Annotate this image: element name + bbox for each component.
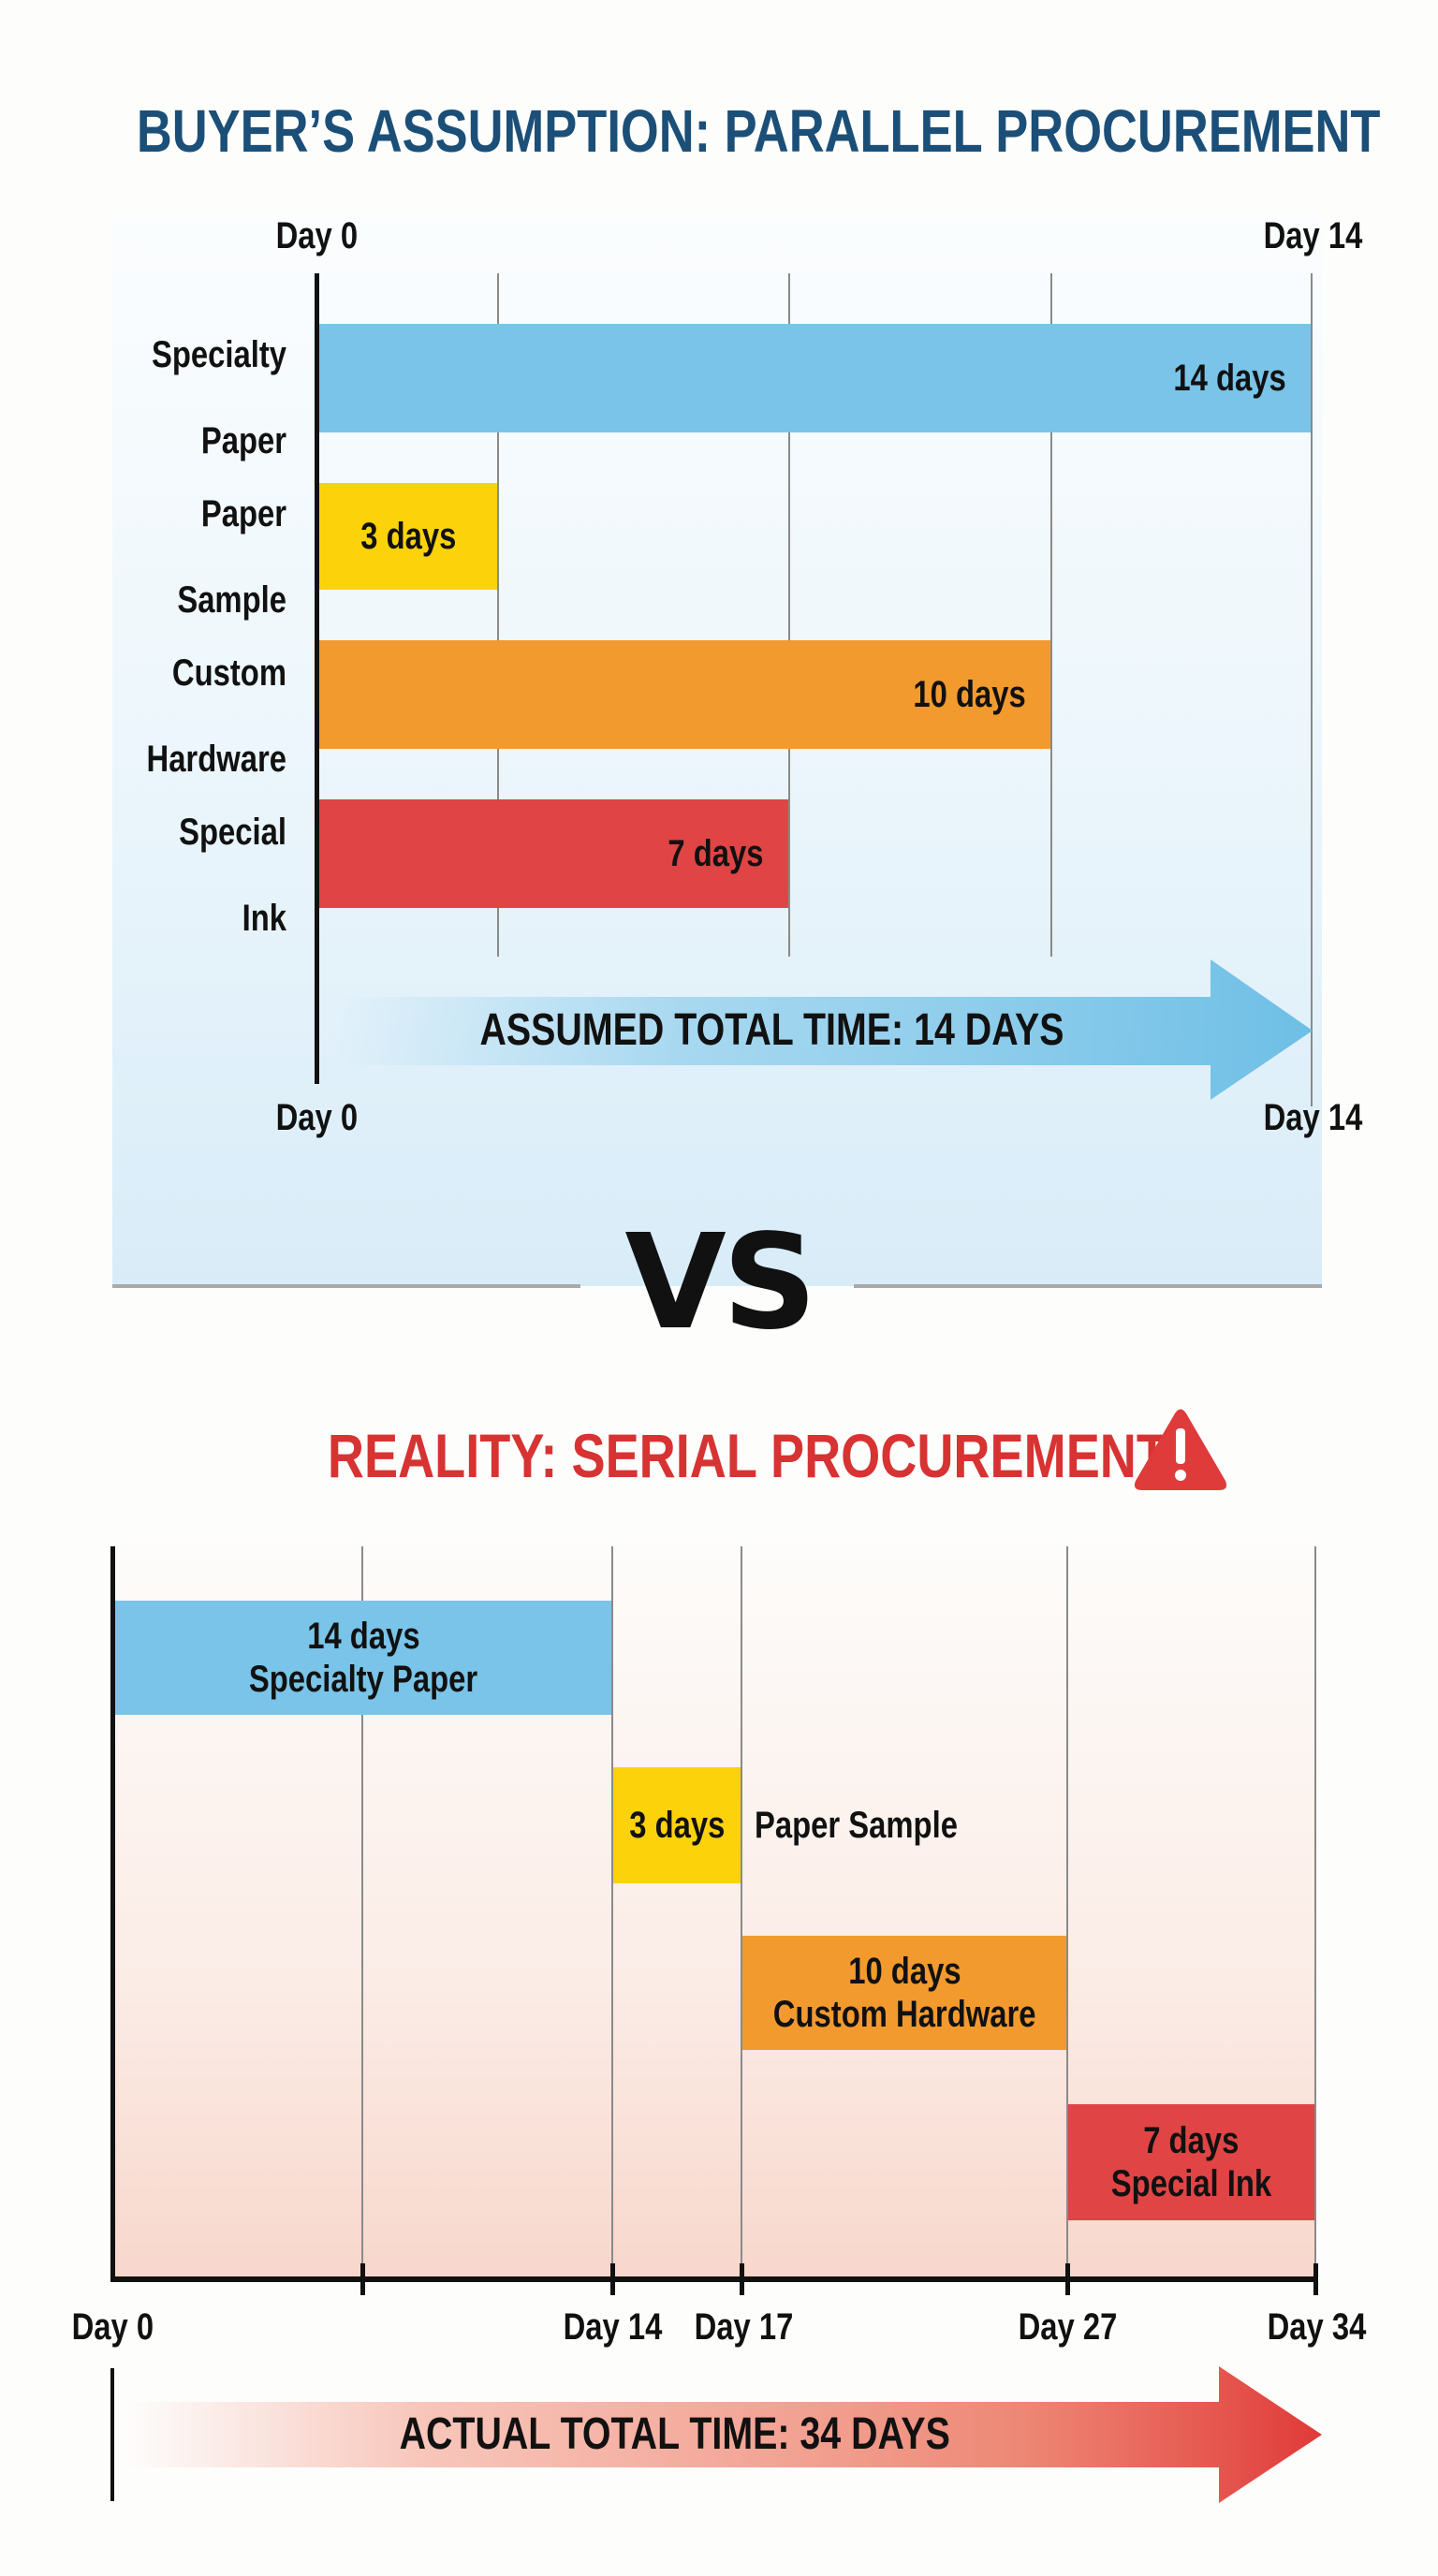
row-label-line: Paper bbox=[200, 493, 286, 534]
actual-total-start-marker bbox=[110, 2368, 114, 2501]
bar-paper-sample-serial: 3 days bbox=[613, 1767, 741, 1883]
axis-label-text: Day 14 bbox=[1263, 1097, 1362, 1138]
assumption-title-text: BUYER’S ASSUMPTION: PARALLEL PROCUREMENT bbox=[136, 97, 1381, 165]
bar-value: 3 days bbox=[360, 516, 457, 557]
gridline-day-14 bbox=[1311, 273, 1313, 1106]
gridline-day-17 bbox=[741, 1546, 742, 2276]
axis-label-day-27: Day 27 bbox=[983, 2305, 1152, 2349]
axis-label-day-34: Day 34 bbox=[1232, 2305, 1401, 2349]
bar-name: Paper Sample bbox=[755, 1805, 958, 1846]
bar-paper-sample: 3 days bbox=[319, 483, 497, 590]
axis-label-text: Day 0 bbox=[275, 1097, 358, 1138]
row-label-specialty-paper: Specialty Paper bbox=[62, 333, 286, 462]
bar-special-ink: 7 days bbox=[319, 799, 788, 908]
axis-label-text: Day 0 bbox=[71, 2306, 154, 2348]
row-label-line: Custom bbox=[171, 652, 286, 694]
bar-value: 14 days bbox=[1173, 358, 1286, 399]
divider-left bbox=[112, 1284, 580, 1288]
gridline-day-7 bbox=[788, 273, 790, 957]
axis-label-text: Day 14 bbox=[1263, 215, 1362, 256]
row-label-line: Special bbox=[179, 812, 286, 853]
tick-day-14 bbox=[610, 2263, 615, 2295]
gridline-day-27 bbox=[1066, 1546, 1068, 2276]
gridline-day-34 bbox=[1314, 1546, 1316, 2276]
bar-value: 7 days bbox=[1143, 2120, 1240, 2161]
bar-name: Custom Hardware bbox=[772, 1994, 1036, 2035]
row-label-line: Paper bbox=[200, 420, 286, 461]
tick-day-7 bbox=[360, 2263, 365, 2295]
bar-value: 3 days bbox=[628, 1805, 726, 1846]
row-label-line: Hardware bbox=[146, 739, 286, 780]
top-axis-end-label: Day 14 bbox=[1219, 213, 1406, 258]
bar-custom-hardware: 10 days bbox=[319, 640, 1050, 749]
tick-day-17 bbox=[740, 2263, 744, 2295]
row-label-line: Sample bbox=[177, 579, 286, 621]
axis-label-text: Day 14 bbox=[563, 2306, 662, 2348]
top-axis-end-label-bottom: Day 14 bbox=[1219, 1095, 1406, 1140]
row-label-line: Specialty bbox=[151, 334, 286, 375]
actual-total-text: ACTUAL TOTAL TIME: 34 DAYS bbox=[399, 2408, 951, 2459]
tick-day-27 bbox=[1065, 2263, 1070, 2295]
axis-label-text: Day 0 bbox=[275, 215, 358, 256]
gridline-day-14 bbox=[611, 1546, 613, 2276]
bar-value: 10 days bbox=[847, 1951, 961, 1992]
row-label-custom-hardware: Custom Hardware bbox=[62, 651, 286, 781]
bar-value: 10 days bbox=[913, 674, 1026, 715]
bar-value: 14 days bbox=[306, 1616, 420, 1657]
top-y-axis bbox=[315, 273, 319, 1084]
vs-text: VS bbox=[624, 1207, 816, 1359]
assumed-total-arrow-icon bbox=[337, 959, 1313, 1100]
bar-special-ink-serial: 7 days Special Ink bbox=[1068, 2104, 1314, 2220]
divider-right bbox=[854, 1284, 1322, 1288]
axis-label-text: Day 17 bbox=[694, 2306, 793, 2348]
bar-specialty-paper: 14 days bbox=[319, 324, 1311, 432]
bar-value: 7 days bbox=[668, 833, 764, 874]
bar-name: Special Ink bbox=[1110, 2163, 1272, 2204]
row-label-special-ink: Special Ink bbox=[62, 811, 286, 940]
paper-sample-outside-label: Paper Sample bbox=[755, 1803, 1003, 1848]
bottom-y-axis bbox=[110, 1546, 115, 2282]
axis-label-day-14: Day 14 bbox=[528, 2305, 697, 2349]
row-label-paper-sample: Paper Sample bbox=[62, 492, 286, 622]
axis-label-text: Day 34 bbox=[1267, 2306, 1366, 2348]
row-label-line: Ink bbox=[242, 898, 286, 939]
top-axis-start-label-bottom: Day 0 bbox=[223, 1095, 410, 1140]
gridline-day-7 bbox=[361, 1546, 363, 2276]
bar-name: Specialty Paper bbox=[248, 1659, 478, 1700]
bottom-x-axis bbox=[110, 2276, 1318, 2282]
assumption-title: BUYER’S ASSUMPTION: PARALLEL PROCUREMENT bbox=[0, 94, 1438, 168]
gridline-day-10 bbox=[1050, 273, 1052, 957]
reality-title-text: REALITY: SERIAL PROCUREMENT bbox=[327, 1421, 1167, 1490]
assumed-total-label: ASSUMED TOTAL TIME: 14 DAYS bbox=[337, 983, 1208, 1076]
actual-total-label: ACTUAL TOTAL TIME: 34 DAYS bbox=[127, 2387, 1223, 2481]
tick-day-34 bbox=[1313, 2263, 1318, 2295]
assumed-total-text: ASSUMED TOTAL TIME: 14 DAYS bbox=[479, 1004, 1065, 1055]
actual-total-arrow-icon bbox=[127, 2366, 1322, 2503]
bar-specialty-paper-serial: 14 days Specialty Paper bbox=[115, 1601, 611, 1715]
bar-custom-hardware-serial: 10 days Custom Hardware bbox=[742, 1936, 1066, 2050]
warning-icon bbox=[1134, 1409, 1227, 1490]
top-axis-start-label: Day 0 bbox=[223, 213, 410, 258]
axis-label-day-17: Day 17 bbox=[659, 2305, 828, 2349]
axis-label-text: Day 27 bbox=[1018, 2306, 1117, 2348]
reality-title: REALITY: SERIAL PROCUREMENT bbox=[0, 1413, 1311, 1498]
vs-label: VS bbox=[579, 1213, 859, 1354]
axis-label-day-0: Day 0 bbox=[28, 2305, 197, 2349]
gridline-day-3 bbox=[497, 273, 499, 957]
